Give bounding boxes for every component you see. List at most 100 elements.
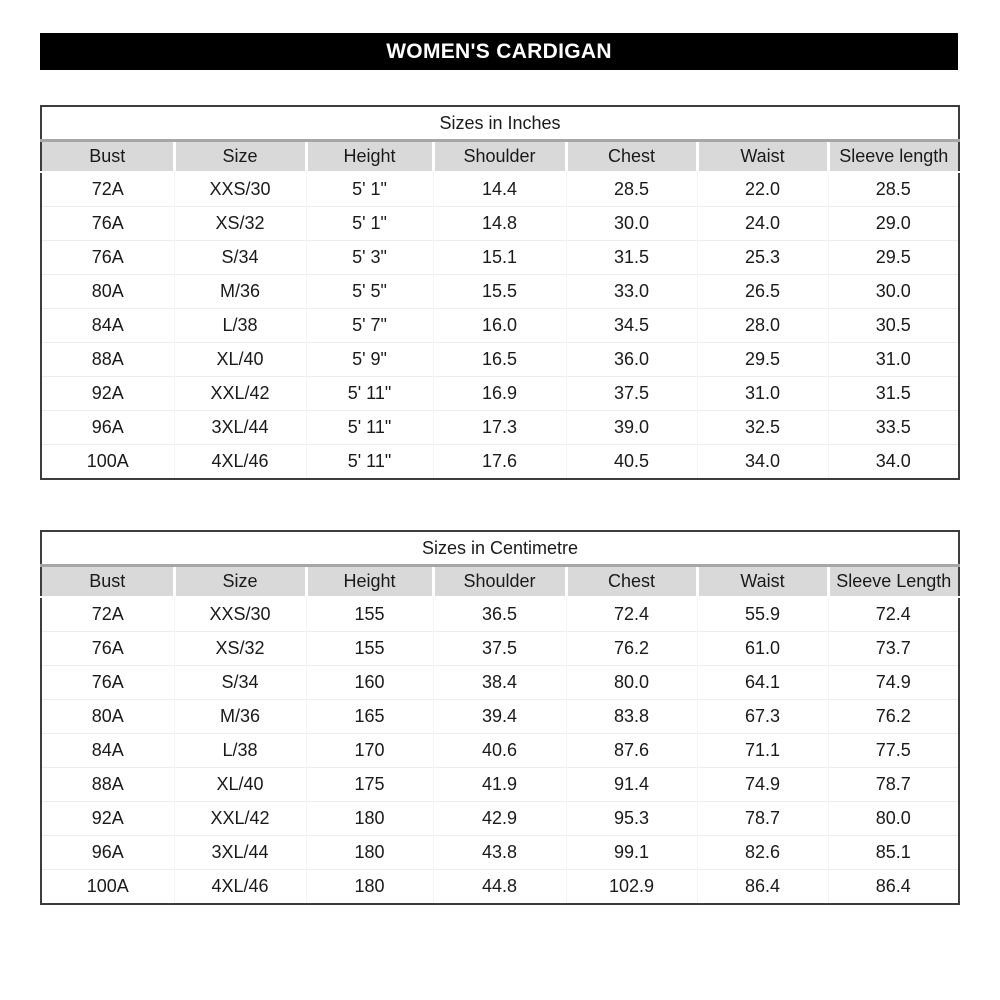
table-cell: 86.4 bbox=[827, 869, 960, 904]
table-row: 80A M/36 5' 5" 15.5 33.0 26.5 30.0 bbox=[41, 274, 960, 309]
centimetre-table-body: 72A XXS/30 155 36.5 72.4 55.9 72.4 76A XS/32 155 3… bbox=[41, 597, 960, 904]
table-cell: 80.0 bbox=[827, 801, 960, 836]
column-header-size: Size bbox=[172, 140, 306, 173]
table-cell: XXS/30 bbox=[173, 172, 306, 207]
table-cell: 39.0 bbox=[565, 410, 697, 445]
table-cell: 73.7 bbox=[827, 631, 960, 666]
centimetre-header-row: Bust Size Height Shoulder Chest Waist Sl… bbox=[41, 565, 960, 598]
table-cell: 4XL/46 bbox=[173, 444, 306, 479]
table-cell: 102.9 bbox=[565, 869, 697, 904]
table-cell: 17.3 bbox=[432, 410, 566, 445]
table-cell: 30.0 bbox=[827, 274, 960, 309]
column-header-bust: Bust bbox=[41, 140, 174, 173]
column-header-height: Height bbox=[304, 140, 433, 173]
table-cell: 86.4 bbox=[696, 869, 828, 904]
table-cell: 84A bbox=[41, 308, 174, 343]
inches-table-body: 72A XXS/30 5' 1" 14.4 28.5 22.0 28.5 76A XS/32 5'… bbox=[41, 172, 960, 479]
table-cell: 28.5 bbox=[827, 172, 960, 207]
table-cell: M/36 bbox=[173, 274, 306, 309]
table-cell: 92A bbox=[41, 801, 174, 836]
table-cell: 37.5 bbox=[432, 631, 566, 666]
table-cell: 72A bbox=[91, 604, 124, 624]
table-cell: 36.5 bbox=[432, 597, 566, 632]
table-cell: S/34 bbox=[173, 665, 306, 700]
table-cell: 37.5 bbox=[565, 376, 697, 411]
table-cell: 55.9 bbox=[696, 597, 828, 632]
table-cell: 4XL/46 bbox=[173, 869, 306, 904]
inches-title-row: Sizes in Inches bbox=[41, 106, 960, 142]
table-cell: 84A bbox=[41, 733, 174, 768]
table-cell: 83.8 bbox=[565, 699, 697, 734]
centimetre-size-table: Sizes in Centimetre Bust Size Height Sho… bbox=[40, 530, 961, 905]
table-row: 100A 4XL/46 5' 11" 17.6 40.5 34.0 34.0 bbox=[41, 444, 960, 479]
table-section-title: Sizes in Centimetre bbox=[41, 531, 960, 567]
column-header-height: Height bbox=[304, 565, 433, 598]
table-cell: 74.9 bbox=[696, 767, 828, 802]
table-row: 96A 3XL/44 180 43.8 99.1 82.6 85.1 bbox=[41, 835, 960, 870]
table-cell: XXL/42 bbox=[173, 376, 306, 411]
table-cell: 29.0 bbox=[827, 206, 960, 241]
table-cell: 40.5 bbox=[565, 444, 697, 479]
table-cell: 15.5 bbox=[432, 274, 566, 309]
table-cell: 44.8 bbox=[432, 869, 566, 904]
centimetre-table-section: Sizes in Centimetre Bust Size Height Sho… bbox=[40, 530, 961, 905]
column-header-shoulder: Shoulder bbox=[431, 140, 566, 173]
table-cell: 31.5 bbox=[565, 240, 697, 275]
table-cell: 5' 5" bbox=[305, 274, 433, 309]
table-cell: XXL/42 bbox=[173, 801, 306, 836]
table-row: 88A XL/40 5' 9" 16.5 36.0 29.5 31.0 bbox=[41, 342, 960, 377]
table-cell: 5' 11" bbox=[305, 444, 433, 479]
table-cell: 5' 7" bbox=[305, 308, 433, 343]
table-cell: 88A bbox=[41, 342, 174, 377]
table-cell: 99.1 bbox=[565, 835, 697, 870]
table-cell: 76A bbox=[41, 240, 174, 275]
table-cell: 180 bbox=[305, 801, 433, 836]
column-header-shoulder: Shoulder bbox=[431, 565, 566, 598]
table-cell: 155 bbox=[305, 597, 433, 632]
table-cell: 15.1 bbox=[432, 240, 566, 275]
table-row: 76A S/34 160 38.4 80.0 64.1 74.9 bbox=[41, 665, 960, 700]
table-cell: 160 bbox=[305, 665, 433, 700]
table-cell: 71.1 bbox=[696, 733, 828, 768]
table-cell: 34.5 bbox=[565, 308, 697, 343]
table-row: 76A XS/32 155 37.5 76.2 61.0 73.7 bbox=[41, 631, 960, 666]
table-cell: 14.4 bbox=[432, 172, 566, 207]
table-cell: 42.9 bbox=[432, 801, 566, 836]
page-title: WOMEN'S CARDIGAN bbox=[386, 39, 612, 63]
table-cell: 28.5 bbox=[565, 172, 697, 207]
table-cell: 180 bbox=[305, 835, 433, 870]
table-cell: 96A bbox=[41, 410, 174, 445]
table-cell: 78.7 bbox=[827, 767, 960, 802]
table-cell: 16.9 bbox=[432, 376, 566, 411]
table-cell: XS/32 bbox=[173, 206, 306, 241]
table-cell: 67.3 bbox=[696, 699, 828, 734]
table-cell: 95.3 bbox=[565, 801, 697, 836]
table-cell: 29.5 bbox=[696, 342, 828, 377]
table-row: 92A XXL/42 180 42.9 95.3 78.7 80.0 bbox=[41, 801, 960, 836]
table-cell: 26.5 bbox=[696, 274, 828, 309]
table-cell: 29.5 bbox=[827, 240, 960, 275]
table-cell: 92A bbox=[41, 376, 174, 411]
table-cell: 170 bbox=[305, 733, 433, 768]
table-cell: 64.1 bbox=[696, 665, 828, 700]
table-cell: 100A bbox=[41, 444, 174, 479]
column-header-waist: Waist bbox=[695, 565, 828, 598]
table-cell: 34.0 bbox=[696, 444, 828, 479]
table-cell: 96A bbox=[41, 835, 174, 870]
table-row: 84A L/38 5' 7" 16.0 34.5 28.0 30.5 bbox=[41, 308, 960, 343]
table-cell: 76.2 bbox=[565, 631, 697, 666]
table-row: 76A S/34 5' 3" 15.1 31.5 25.3 29.5 bbox=[41, 240, 960, 275]
column-header-chest: Chest bbox=[564, 140, 697, 173]
table-cell: 155 bbox=[305, 631, 433, 666]
table-cell: 72A bbox=[91, 179, 124, 199]
table-cell: 40.6 bbox=[432, 733, 566, 768]
inches-table-section: Sizes in Inches Bust Size Height Shoulde… bbox=[40, 105, 961, 480]
table-cell: 5' 9" bbox=[305, 342, 433, 377]
table-row: 76A XS/32 5' 1" 14.8 30.0 24.0 29.0 bbox=[41, 206, 960, 241]
table-cell: 33.0 bbox=[565, 274, 697, 309]
table-cell: 85.1 bbox=[827, 835, 960, 870]
table-cell: 32.5 bbox=[696, 410, 828, 445]
table-cell: 3XL/44 bbox=[173, 835, 306, 870]
table-cell: 72.4 bbox=[565, 597, 697, 632]
